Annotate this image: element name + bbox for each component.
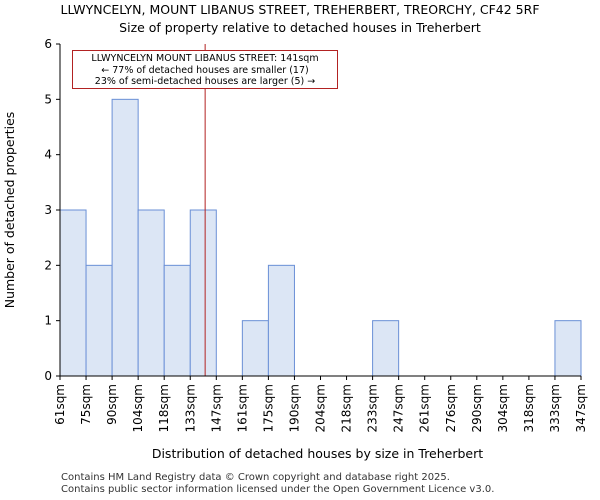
x-tick-label: 233sqm — [366, 384, 380, 432]
histogram-bar — [267, 264, 295, 377]
y-tick-label: 0 — [44, 369, 52, 383]
x-tick-label: 61sqm — [53, 384, 67, 425]
histogram-bar — [59, 209, 87, 377]
y-tick-label: 4 — [44, 148, 52, 162]
histogram-bar — [554, 320, 582, 377]
annotation-box: LLWYNCELYN MOUNT LIBANUS STREET: 141sqm … — [72, 50, 338, 89]
chart-title-address: LLWYNCELYN, MOUNT LIBANUS STREET, TREHER… — [60, 2, 540, 17]
histogram-bar — [372, 320, 400, 377]
histogram-bar — [189, 209, 217, 377]
x-tick-label: 290sqm — [470, 384, 484, 432]
x-tick-label: 333sqm — [548, 384, 562, 432]
y-axis-label: Number of detached properties — [2, 112, 17, 309]
x-tick-label: 204sqm — [314, 384, 328, 432]
annotation-property-label: LLWYNCELYN MOUNT LIBANUS STREET: 141sqm — [91, 53, 319, 64]
histogram-bar — [111, 98, 139, 377]
histogram-bar — [137, 209, 165, 377]
x-tick-label: 261sqm — [418, 384, 432, 432]
y-tick-label: 2 — [44, 258, 52, 272]
x-tick-label: 118sqm — [157, 384, 171, 432]
histogram-bar — [163, 264, 191, 377]
histogram-bar — [85, 264, 113, 377]
histogram-bar — [241, 320, 269, 377]
x-tick-label: 104sqm — [131, 384, 145, 432]
x-tick-label: 247sqm — [392, 384, 406, 432]
x-tick-label: 304sqm — [496, 384, 510, 432]
x-axis-label: Distribution of detached houses by size … — [152, 446, 483, 461]
y-tick-label: 3 — [44, 203, 52, 217]
x-tick-label: 147sqm — [209, 384, 223, 432]
x-tick-label: 75sqm — [79, 384, 93, 425]
x-tick-label: 318sqm — [522, 384, 536, 432]
y-tick-label: 5 — [44, 92, 52, 106]
x-tick-label: 161sqm — [235, 384, 249, 432]
x-tick-label: 190sqm — [287, 384, 301, 432]
x-tick-label: 218sqm — [340, 384, 354, 432]
y-tick-label: 1 — [44, 314, 52, 328]
chart-title: Size of property relative to detached ho… — [119, 20, 481, 35]
x-tick-label: 133sqm — [183, 384, 197, 432]
footer-licence: Contains public sector information licen… — [61, 484, 495, 495]
x-tick-label: 90sqm — [105, 384, 119, 425]
footer-copyright: Contains HM Land Registry data © Crown c… — [61, 472, 450, 483]
x-tick-label: 276sqm — [444, 384, 458, 432]
annotation-larger-share: 23% of semi-detached houses are larger (… — [94, 76, 316, 87]
annotation-smaller-share: ← 77% of detached houses are smaller (17… — [101, 64, 309, 76]
y-tick-label: 6 — [44, 37, 52, 51]
x-tick-label: 347sqm — [574, 384, 588, 432]
x-tick-label: 175sqm — [261, 384, 275, 432]
histogram-chart: 0 1 2 3 4 5 6 61sqm 75sqm 90sqm 104sqm 118sqm 133sqm… — [2, 37, 588, 461]
